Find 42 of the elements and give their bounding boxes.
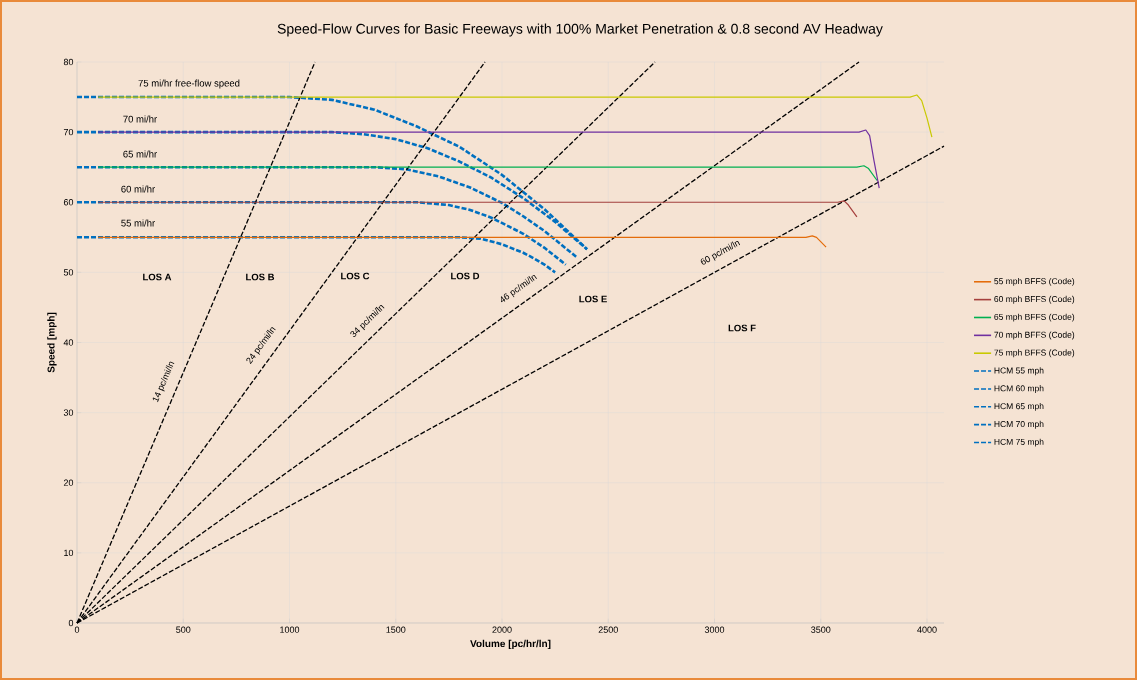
y-tick-label: 80 — [63, 58, 74, 66]
legend-label: 55 mph BFFS (Code) — [994, 277, 1075, 286]
annotation: 70 mi/hr — [123, 115, 157, 123]
y-tick-label: 60 — [63, 199, 74, 206]
y-tick-label: 70 — [63, 128, 74, 136]
annotation: LOS C — [341, 272, 370, 280]
legend-label: 70 mph BFFS (Code) — [994, 331, 1075, 340]
y-tick-label: 30 — [63, 409, 74, 416]
x-tick-label: 2000 — [492, 626, 512, 633]
annotation: 75 mi/hr free-flow speed — [138, 79, 240, 89]
y-tick-label: 20 — [63, 479, 74, 486]
annotation: LOS E — [579, 295, 607, 303]
x-tick-label: 3500 — [811, 626, 831, 633]
legend-label: HCM 75 mph — [994, 438, 1044, 447]
annotation: LOS B — [246, 273, 275, 281]
x-tick-label: 0 — [74, 626, 80, 633]
x-tick-label: 500 — [176, 626, 191, 633]
legend-label: HCM 70 mph — [994, 420, 1044, 429]
y-tick-label: 50 — [63, 269, 74, 276]
x-tick-label: 2500 — [598, 626, 618, 633]
legend-label: 60 mph BFFS (Code) — [994, 295, 1075, 304]
annotation: LOS A — [143, 273, 172, 281]
y-tick-label: 0 — [68, 619, 74, 627]
legend-label: HCM 55 mph — [994, 367, 1044, 376]
x-tick-label: 3000 — [704, 626, 725, 633]
annotation: 60 mi/hr — [121, 185, 155, 193]
annotation: LOS D — [451, 272, 480, 280]
legend-label: 75 mph BFFS (Code) — [994, 349, 1075, 358]
x-tick-label: 1000 — [280, 626, 300, 633]
y-tick-label: 40 — [63, 339, 74, 346]
legend-label: 65 mph BFFS (Code) — [994, 313, 1075, 322]
legend-label: HCM 60 mph — [994, 385, 1044, 394]
chart-title: Speed-Flow Curves for Basic Freeways with 100% Market Penetration & 0.8 second AV Headway — [277, 23, 883, 37]
x-tick-label: 1500 — [386, 626, 406, 633]
y-tick-label: 10 — [64, 549, 74, 557]
annotation: LOS F — [728, 324, 756, 332]
y-axis-title: Speed [mph] — [47, 312, 57, 373]
annotation: 65 mi/hr — [123, 150, 157, 158]
legend-label: HCM 65 mph — [994, 402, 1044, 411]
annotation: 55 mi/hr — [121, 219, 155, 227]
x-tick-label: 4000 — [917, 626, 937, 633]
x-axis-title: Volume [pc/hr/ln] — [470, 639, 551, 650]
